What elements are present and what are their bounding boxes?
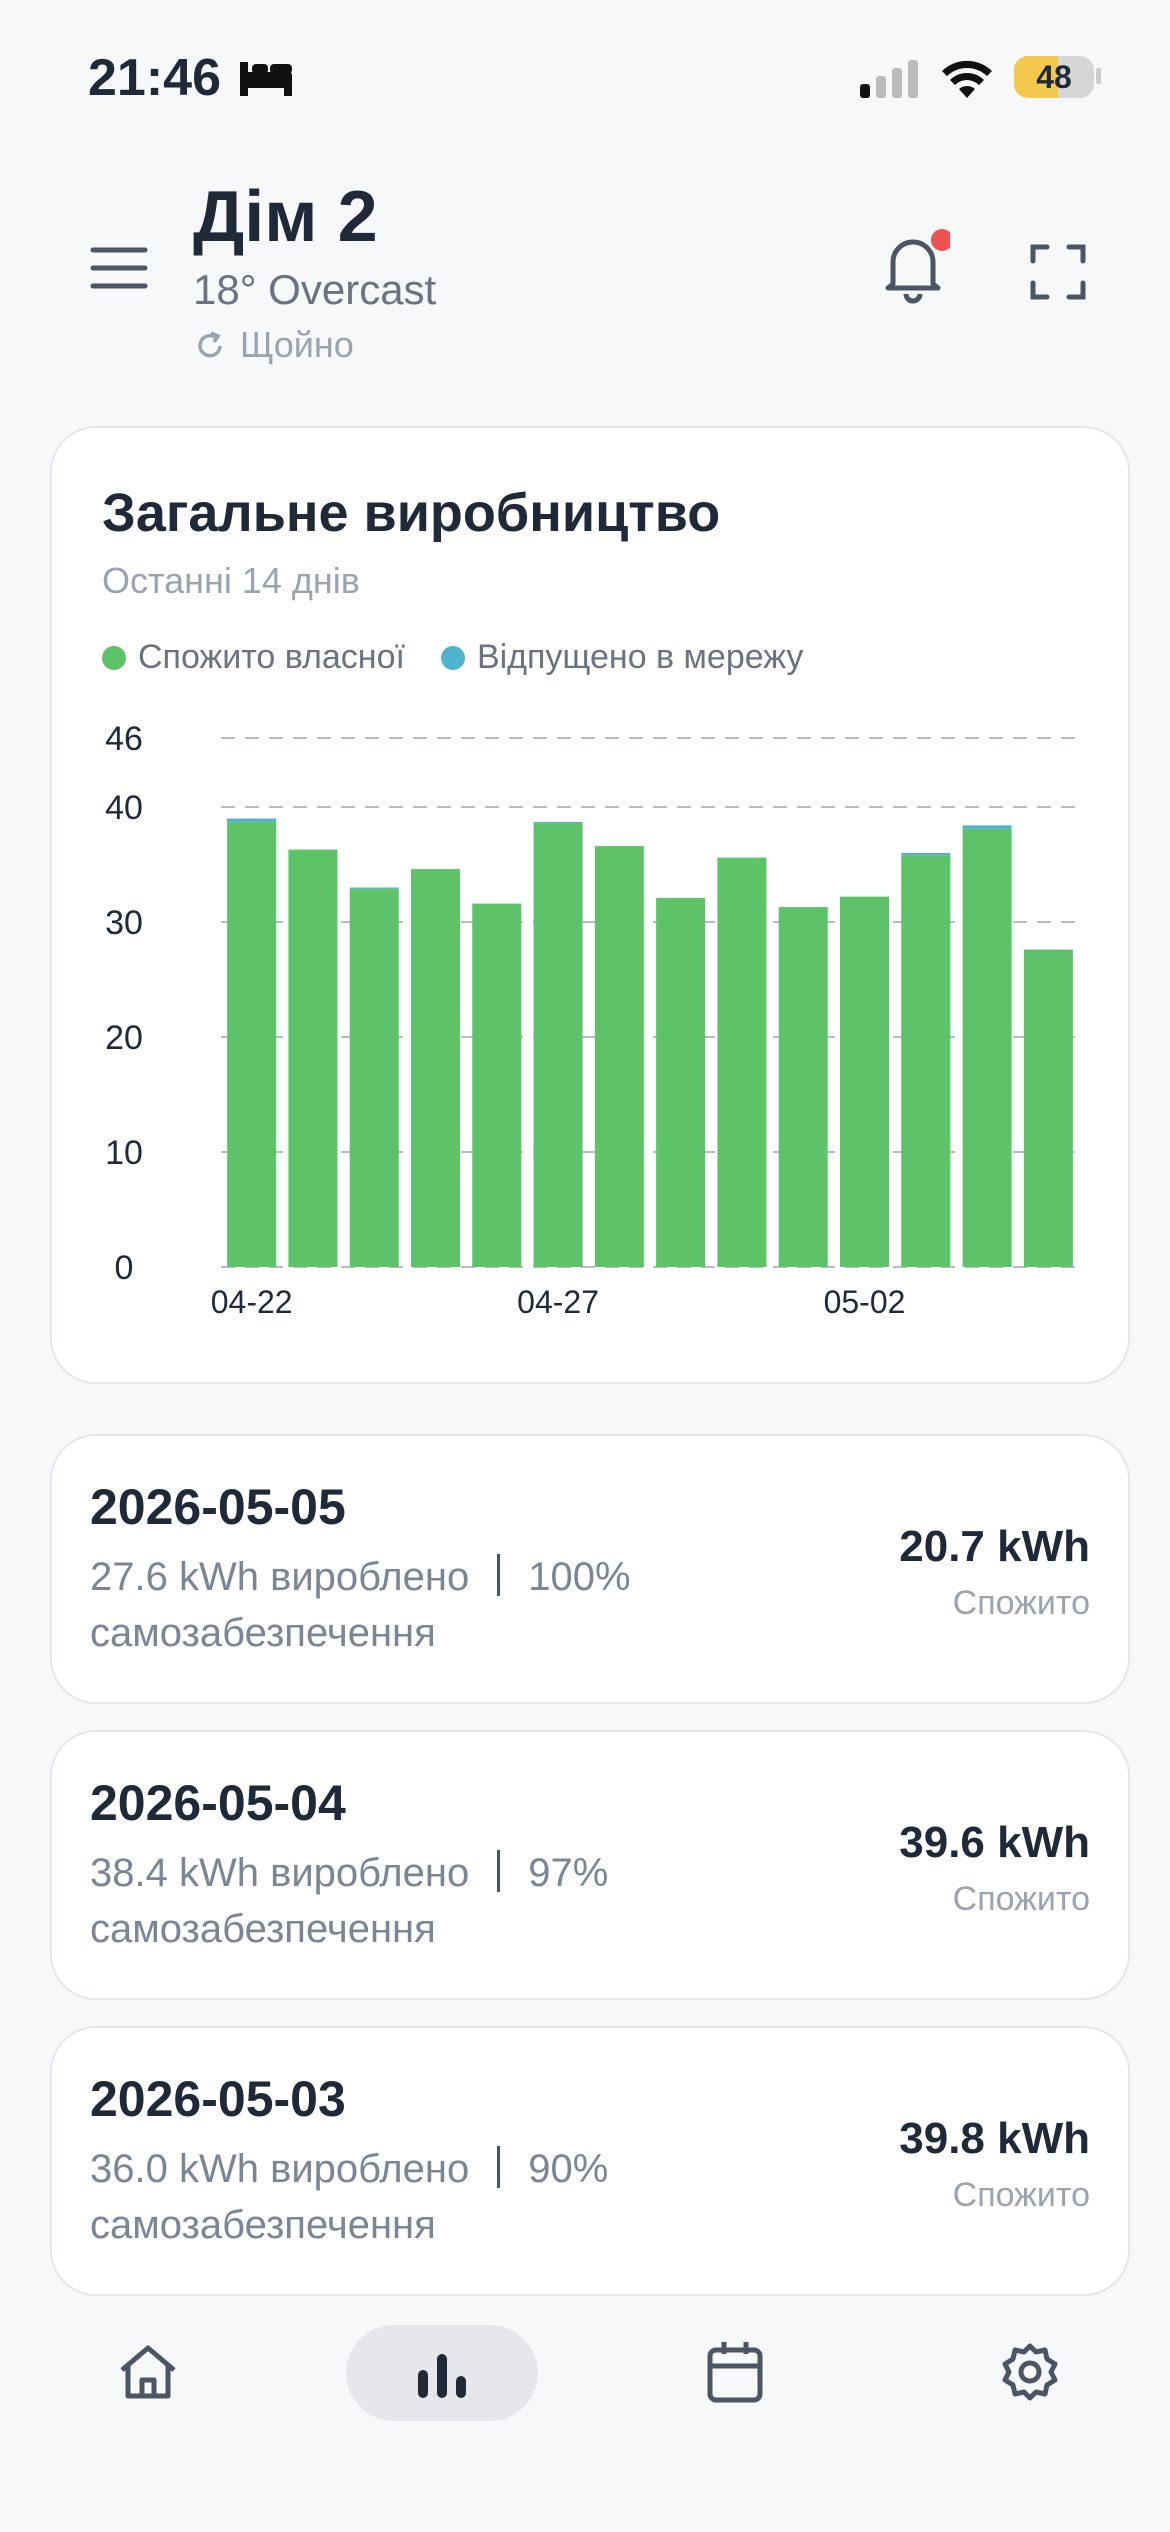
y-tick-label: 46 bbox=[105, 720, 143, 758]
legend-item: Спожито власної bbox=[102, 638, 405, 677]
x-tick-label: 05-02 bbox=[824, 1284, 906, 1320]
day-date: 2026-05-04 bbox=[90, 1775, 346, 1831]
bar-segment bbox=[901, 853, 951, 856]
nav-stats[interactable] bbox=[418, 2354, 466, 2398]
day-percent: 97% bbox=[528, 1851, 609, 1895]
y-tick-label: 0 bbox=[115, 1249, 134, 1287]
y-tick-label: 30 bbox=[105, 904, 143, 942]
legend: Спожито власної Відпущено в мережу bbox=[102, 638, 803, 677]
weather: 18° Overcast bbox=[193, 266, 437, 313]
day-percent-label: самозабезпечення bbox=[90, 1907, 436, 1951]
wifi-icon bbox=[942, 60, 992, 98]
day-consumed-label: Спожито bbox=[952, 1584, 1090, 1622]
bar-segment bbox=[227, 818, 277, 822]
separator bbox=[497, 1850, 501, 1892]
day-percent-label: самозабезпечення bbox=[90, 1611, 436, 1655]
bar-segment bbox=[533, 821, 583, 824]
day-date: 2026-05-03 bbox=[90, 2071, 346, 2127]
day-card[interactable]: 2026-05-05 27.6 kWh вироблено 100% самозабе… bbox=[50, 1434, 1130, 1704]
day-card[interactable]: 2026-05-03 36.0 kWh вироблено 90% самозабез… bbox=[50, 2026, 1130, 2296]
bar-segment bbox=[962, 825, 1012, 829]
day-percent-label: самозабезпечення bbox=[90, 2203, 436, 2247]
chart: 0 10 20 30 40 46 04-22 04-27 05-02 bbox=[105, 720, 1083, 1320]
battery-tip bbox=[1096, 68, 1101, 84]
chart-subtitle: Останні 14 днів bbox=[102, 560, 360, 601]
day-produced-line: 38.4 kWh вироблено 97% bbox=[90, 1850, 608, 1896]
bar-segment bbox=[1023, 949, 1073, 1267]
bar-segment bbox=[901, 855, 951, 1267]
fullscreen-button[interactable] bbox=[1030, 244, 1086, 300]
bar-segment bbox=[839, 896, 890, 1267]
day-percent: 90% bbox=[528, 2147, 609, 2191]
bar-segment bbox=[349, 888, 399, 1267]
legend-swatch bbox=[440, 645, 465, 670]
bar-segment bbox=[410, 869, 461, 1267]
bar-segment bbox=[962, 828, 1012, 1267]
bar-segment bbox=[778, 907, 828, 1267]
bar-segment bbox=[227, 821, 277, 1267]
x-tick-label: 04-22 bbox=[211, 1284, 293, 1320]
nav-bar bbox=[120, 2325, 1058, 2421]
y-tick-label: 40 bbox=[105, 789, 143, 827]
day-produced: 36.0 kWh вироблено bbox=[90, 2147, 470, 2191]
y-tick-label: 20 bbox=[105, 1019, 143, 1057]
bar-segment bbox=[349, 887, 399, 889]
signal-icon bbox=[860, 60, 918, 98]
bar-segment bbox=[533, 823, 583, 1267]
nav-home[interactable] bbox=[120, 2345, 176, 2399]
day-produced-line: 27.6 kWh вироблено 100% bbox=[90, 1554, 631, 1600]
nav-settings[interactable] bbox=[1002, 2343, 1058, 2401]
notifications-button[interactable] bbox=[880, 226, 950, 306]
day-produced: 27.6 kWh вироблено bbox=[90, 1555, 470, 1599]
day-date: 2026-05-05 bbox=[90, 1479, 346, 1535]
day-consumed: 20.7 kWh bbox=[899, 1522, 1090, 1571]
sleep-icon bbox=[240, 62, 292, 96]
bar-segment bbox=[656, 897, 706, 1267]
day-produced: 38.4 kWh вироблено bbox=[90, 1851, 470, 1895]
chart-card: Загальне виробництво Останні 14 днів Спо… bbox=[50, 426, 1130, 1384]
day-card[interactable]: 2026-05-04 38.4 kWh вироблено 97% самозабез… bbox=[50, 1730, 1130, 2000]
day-produced-line: 36.0 kWh вироблено 90% bbox=[90, 2146, 608, 2192]
nav-calendar[interactable] bbox=[707, 2342, 763, 2403]
refresh-icon bbox=[198, 331, 222, 358]
legend-item: Відпущено в мережу bbox=[440, 638, 804, 677]
bar-segment bbox=[472, 903, 522, 1267]
day-percent: 100% bbox=[528, 1555, 631, 1599]
bar-segment bbox=[288, 849, 338, 1267]
legend-label: Відпущено в мережу bbox=[476, 638, 804, 676]
battery: 48 bbox=[1014, 56, 1094, 98]
chart-title: Загальне виробництво bbox=[102, 483, 721, 543]
legend-label: Спожито власної bbox=[138, 638, 405, 676]
bar-segment bbox=[717, 857, 767, 1267]
day-consumed-label: Спожито bbox=[952, 1880, 1090, 1918]
separator bbox=[497, 1554, 501, 1596]
menu-button[interactable] bbox=[90, 246, 150, 290]
day-consumed: 39.6 kWh bbox=[899, 1818, 1090, 1867]
home-title: Дім 2 bbox=[193, 177, 378, 257]
x-tick-label: 04-27 bbox=[517, 1284, 599, 1320]
status-time: 21:46 bbox=[88, 49, 221, 107]
bar-segment bbox=[594, 846, 644, 1267]
day-consumed: 39.8 kWh bbox=[899, 2114, 1090, 2163]
separator bbox=[497, 2146, 501, 2188]
legend-swatch bbox=[102, 645, 126, 670]
day-consumed-label: Спожито bbox=[952, 2176, 1090, 2214]
updated: Щойно bbox=[240, 324, 354, 365]
y-tick-label: 10 bbox=[105, 1134, 143, 1172]
